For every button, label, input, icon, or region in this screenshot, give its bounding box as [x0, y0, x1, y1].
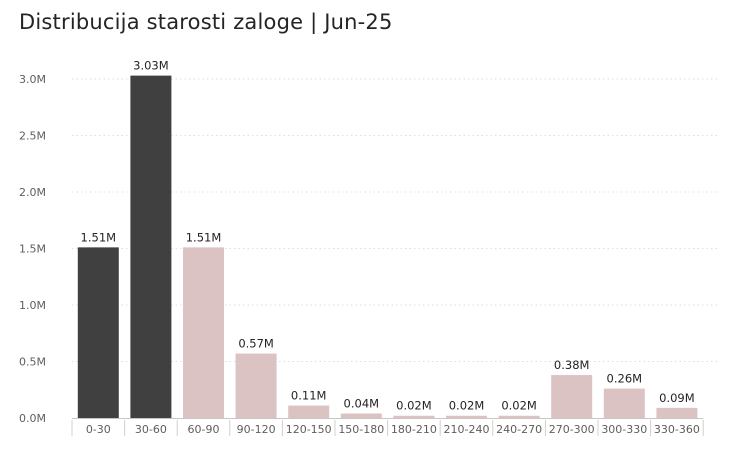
data-label: 0.02M	[449, 399, 485, 413]
bars	[77, 75, 698, 419]
y-tick-label: 0.5M	[19, 356, 46, 369]
y-tick-label: 1.0M	[19, 299, 46, 312]
x-tick-label: 90-120	[237, 423, 276, 436]
bar-210-240[interactable]	[446, 415, 487, 418]
x-tick-label: 120-150	[286, 423, 332, 436]
x-axis: 0-30 30-60 60-90 90-120 120-150 150-180 180-21…	[71, 418, 704, 436]
data-label: 0.02M	[501, 399, 537, 413]
data-label: 0.38M	[554, 358, 590, 372]
x-tick-label: 300-330	[601, 423, 647, 436]
x-tick-label: 210-240	[444, 423, 490, 436]
data-label: 0.02M	[396, 399, 432, 413]
data-label: 0.11M	[291, 389, 327, 403]
bar-150-180[interactable]	[340, 413, 382, 418]
x-tick-label: 30-60	[135, 423, 167, 436]
y-tick-label: 1.5M	[19, 243, 46, 256]
data-label: 0.26M	[607, 372, 643, 386]
x-tick-label: 180-210	[391, 423, 437, 436]
bar-330-360[interactable]	[656, 407, 698, 418]
data-label: 0.09M	[659, 391, 695, 405]
bar-30-60[interactable]	[130, 75, 172, 419]
data-label: 3.03M	[133, 59, 169, 73]
x-tick-label: 270-300	[549, 423, 595, 436]
x-tick-label: 240-270	[496, 423, 542, 436]
bar-270-300[interactable]	[551, 375, 593, 418]
data-label: 1.51M	[186, 230, 222, 244]
x-tick-label: 150-180	[338, 423, 384, 436]
bar-300-330[interactable]	[603, 388, 645, 418]
x-tick-label: 60-90	[188, 423, 220, 436]
bar-0-30[interactable]	[77, 247, 119, 418]
y-tick-label: 3.0M	[19, 73, 46, 86]
y-tick-label: 0.0M	[19, 412, 46, 425]
y-tick-label: 2.0M	[19, 186, 46, 199]
bar-60-90[interactable]	[183, 247, 224, 418]
data-label: 0.57M	[238, 337, 274, 351]
bar-120-150[interactable]	[288, 405, 330, 418]
chart-title: Distribucija starosti zaloge | Jun-25	[19, 10, 393, 34]
y-tick-label: 2.5M	[19, 130, 46, 143]
x-tick-label: 330-360	[654, 423, 700, 436]
bar-180-210[interactable]	[393, 415, 435, 418]
data-labels: 1.51M 3.03M 1.51M 0.57M 0.11M 0.04M 0.02M 0.02M…	[81, 59, 695, 413]
y-axis: 0.0M 0.5M 1.0M 1.5M 2.0M 2.5M 3.0M	[19, 73, 46, 425]
bar-90-120[interactable]	[235, 353, 277, 418]
data-label: 0.04M	[344, 396, 380, 410]
data-label: 1.51M	[81, 230, 117, 244]
x-tick-label: 0-30	[86, 423, 111, 436]
bar-240-270[interactable]	[498, 415, 540, 418]
